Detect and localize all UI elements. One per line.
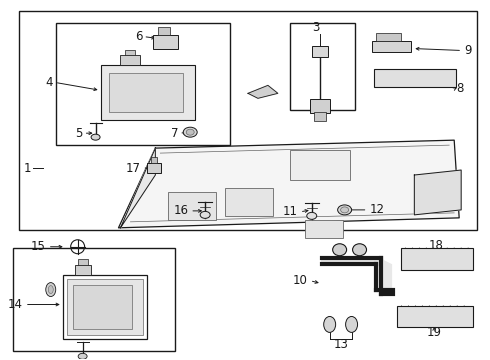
Text: 11: 11 (283, 205, 298, 219)
Ellipse shape (186, 129, 194, 135)
Text: 19: 19 (427, 326, 442, 339)
Text: 17: 17 (125, 162, 141, 175)
Bar (67, 279, 144, 336)
Ellipse shape (46, 283, 56, 297)
Bar (56, 23, 230, 145)
Bar (312, 45, 328, 58)
Polygon shape (322, 260, 392, 289)
Bar (401, 248, 473, 270)
Ellipse shape (345, 316, 358, 332)
Ellipse shape (183, 127, 197, 137)
Ellipse shape (324, 316, 336, 332)
Text: 8: 8 (456, 82, 463, 95)
Bar (225, 188, 273, 216)
Bar (63, 275, 147, 339)
Bar (290, 23, 355, 110)
Text: 15: 15 (31, 240, 46, 253)
Ellipse shape (333, 244, 346, 256)
Bar (121, 55, 141, 66)
Bar (147, 163, 161, 173)
Polygon shape (119, 140, 459, 228)
Bar (158, 27, 171, 35)
Text: 6: 6 (135, 30, 143, 43)
Text: 16: 16 (173, 204, 188, 217)
Text: 4: 4 (45, 76, 53, 89)
Polygon shape (248, 85, 278, 98)
Text: 1: 1 (24, 162, 31, 175)
Bar (314, 112, 326, 121)
Bar (153, 35, 178, 49)
Text: 10: 10 (293, 274, 308, 287)
Text: 5: 5 (75, 127, 83, 140)
Bar (376, 32, 401, 41)
Bar (19, 11, 477, 230)
Text: 7: 7 (171, 127, 178, 140)
Ellipse shape (48, 285, 53, 293)
Text: 2: 2 (260, 86, 268, 99)
Bar (290, 150, 349, 180)
Ellipse shape (78, 353, 87, 359)
Bar (74, 265, 91, 275)
Text: 18: 18 (429, 239, 444, 252)
Text: 12: 12 (369, 203, 385, 216)
Bar (151, 157, 157, 163)
Bar (100, 66, 195, 120)
Ellipse shape (91, 134, 100, 140)
Ellipse shape (353, 244, 367, 256)
Bar (77, 259, 88, 265)
Ellipse shape (338, 205, 352, 215)
Text: 9: 9 (464, 44, 472, 57)
Bar (310, 99, 330, 113)
Bar (305, 220, 343, 238)
Bar (397, 306, 473, 328)
Polygon shape (415, 170, 461, 215)
Ellipse shape (307, 212, 317, 219)
Bar (108, 73, 183, 112)
Bar (125, 50, 135, 55)
Text: 14: 14 (8, 298, 23, 311)
Bar (371, 41, 412, 53)
Text: 13: 13 (333, 338, 348, 351)
Polygon shape (121, 148, 155, 228)
Ellipse shape (341, 207, 348, 213)
Bar (374, 69, 456, 87)
Bar (13, 248, 175, 351)
Text: 3: 3 (312, 21, 319, 34)
Ellipse shape (200, 211, 210, 219)
Bar (73, 285, 132, 329)
Bar (168, 192, 216, 220)
